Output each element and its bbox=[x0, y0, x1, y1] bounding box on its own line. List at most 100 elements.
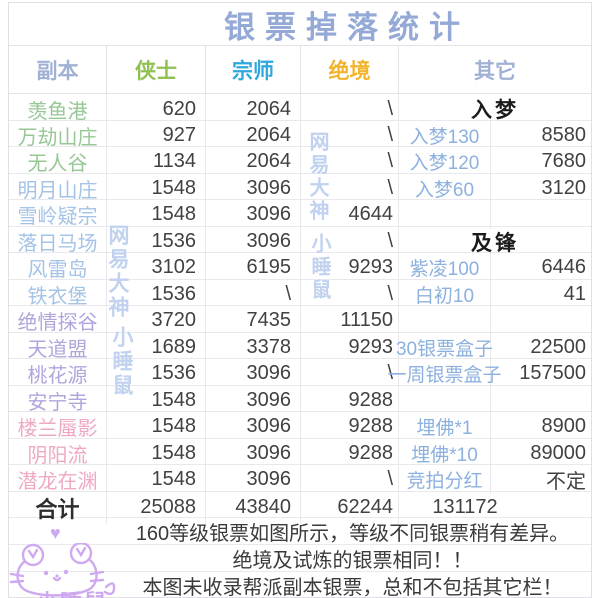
mascot-signature: 小睡鼠 bbox=[36, 585, 108, 598]
cell-other-value: 6446 bbox=[541, 256, 587, 278]
cell-xiashi-value: 1548 bbox=[107, 173, 206, 203]
cell-xiashi-value: 927 bbox=[107, 120, 206, 150]
cell-dungeon-name: 羡鱼港 bbox=[9, 94, 107, 124]
cell-other-value: 7680 bbox=[541, 150, 587, 172]
cell-other-value: 89000 bbox=[530, 441, 586, 464]
cell-other-value bbox=[491, 386, 591, 415]
table-row: 楼兰蜃影 1548 3096 9288 埋佛*1 8900 bbox=[9, 412, 591, 441]
cell-juejing-value: 9288 bbox=[301, 385, 399, 415]
cell-juejing-value: \ bbox=[301, 226, 399, 257]
cell-dungeon-name: 风雷岛 bbox=[9, 253, 107, 282]
note-line-3: 本图未收录帮派副本银票，总和不包括其它栏！ bbox=[142, 577, 563, 598]
cell-zongshi-value: 3096 bbox=[206, 465, 301, 494]
cell-dungeon-name: 合计 bbox=[9, 491, 107, 524]
cell-dungeon-name: 万劫山庄 bbox=[9, 120, 107, 150]
cell-xiashi-value: 1548 bbox=[107, 438, 206, 468]
cell-other-label: 埋佛*10 bbox=[399, 438, 491, 468]
cell-juejing-value: 62244 bbox=[301, 491, 399, 524]
cell-zongshi-value: 2064 bbox=[206, 94, 301, 124]
hamster-doodle-icon bbox=[9, 543, 116, 597]
cell-other-label bbox=[399, 385, 491, 415]
cell-xiashi-value: 3720 bbox=[107, 306, 206, 335]
cell-xiashi-value: 1536 bbox=[107, 359, 206, 388]
cell-xiashi-value: 1548 bbox=[107, 385, 206, 415]
cell-dungeon-name: 落日马场 bbox=[9, 226, 107, 257]
cell-other-value: 3120 bbox=[541, 176, 587, 199]
cell-other-value: 157500 bbox=[519, 362, 586, 384]
cell-other-label bbox=[399, 200, 491, 229]
cell-juejing-value: 9293 bbox=[301, 332, 399, 362]
table-row: 天道盟 1689 3378 9293 30银票盒子 22500 bbox=[9, 332, 591, 362]
cell-zongshi-value: 3096 bbox=[206, 173, 301, 203]
cell-juejing-value: 9288 bbox=[301, 438, 399, 468]
title-row: 银票掉落统计 bbox=[9, 3, 591, 46]
cell-zongshi-value: 3096 bbox=[206, 200, 301, 229]
stats-sheet: 银票掉落统计 副本 侠士 宗师 绝境 其它 羡鱼港 620 2064 \ 入梦 … bbox=[8, 2, 592, 598]
cell-other-label: 一周银票盒子 bbox=[388, 359, 502, 388]
cell-other-label: 入梦130 bbox=[399, 120, 491, 150]
cell-other-label: 紫凌100 bbox=[399, 253, 491, 282]
cell-xiashi-value: 620 bbox=[107, 94, 206, 124]
note-line-1: 160等级银票如图所示，等级不同银票稍有差异。 bbox=[9, 518, 591, 545]
cell-other-label: 30银票盒子 bbox=[396, 332, 493, 362]
cell-juejing-value: \ bbox=[301, 465, 399, 494]
table-row: 安宁寺 1548 3096 9288 bbox=[9, 385, 591, 415]
cell-other-label: 入梦120 bbox=[399, 147, 491, 176]
column-header-dungeon: 副本 bbox=[9, 46, 107, 93]
heart-icon: ♥ bbox=[50, 523, 61, 543]
note-line-2: 绝境及试炼的银票相同！！ bbox=[9, 545, 591, 572]
cell-juejing-value: 11150 bbox=[301, 306, 399, 335]
table-header: 副本 侠士 宗师 绝境 其它 bbox=[9, 46, 591, 94]
cell-juejing-value: \ bbox=[301, 94, 399, 124]
cell-dungeon-name: 桃花源 bbox=[9, 359, 107, 388]
cell-zongshi-value: 3096 bbox=[206, 385, 301, 415]
cell-other-label: 入梦60 bbox=[399, 173, 491, 203]
cell-xiashi-value: 1536 bbox=[107, 226, 206, 257]
cell-other-value: 8580 bbox=[541, 123, 587, 146]
cell-dungeon-name: 雪岭疑宗 bbox=[9, 200, 107, 229]
cell-other-label: 白初10 bbox=[399, 279, 491, 309]
table-row: 明月山庄 1548 3096 \ 入梦60 3120 bbox=[9, 173, 591, 203]
cell-other-label bbox=[399, 306, 491, 335]
cell-other-value bbox=[491, 306, 591, 335]
cell-zongshi-value: 3378 bbox=[206, 332, 301, 362]
table-row: 潜龙在渊 1548 3096 \ 竞拍分红 不定 bbox=[9, 465, 591, 494]
column-header-other: 其它 bbox=[474, 59, 516, 83]
cell-juejing-value: 4644 bbox=[301, 200, 399, 229]
column-header-xiashi: 侠士 bbox=[107, 46, 206, 93]
table-row: 风雷岛 3102 6195 9293 紫凌100 6446 bbox=[9, 253, 591, 282]
cell-juejing-value: \ bbox=[301, 359, 399, 388]
cell-other-value: 8900 bbox=[541, 415, 587, 437]
cell-dungeon-name: 铁衣堡 bbox=[9, 279, 107, 309]
cell-dungeon-name: 楼兰蜃影 bbox=[9, 412, 107, 441]
page-title: 银票掉落统计 bbox=[224, 9, 470, 45]
table-row: 雪岭疑宗 1548 3096 4644 bbox=[9, 200, 591, 229]
cell-zongshi-value: 2064 bbox=[206, 120, 301, 150]
cell-zongshi-value: 7435 bbox=[206, 306, 301, 335]
cell-other-value: 41 bbox=[563, 282, 586, 305]
cell-other-label: 竞拍分红 bbox=[399, 465, 491, 494]
cell-other-label: 及锋 bbox=[471, 231, 519, 255]
cell-dungeon-name: 阴阳流 bbox=[9, 438, 107, 468]
cell-other-value bbox=[491, 200, 591, 229]
cell-juejing-value: \ bbox=[301, 173, 399, 203]
column-header-zongshi: 宗师 bbox=[206, 46, 301, 93]
cell-zongshi-value: 3096 bbox=[206, 412, 301, 441]
cell-xiashi-value: 1548 bbox=[107, 465, 206, 494]
cell-xiashi-value: 1134 bbox=[107, 147, 206, 176]
cell-juejing-value: \ bbox=[301, 147, 399, 176]
cell-juejing-value: 9288 bbox=[301, 412, 399, 441]
cell-dungeon-name: 潜龙在渊 bbox=[9, 465, 107, 494]
table-body: 羡鱼港 620 2064 \ 入梦 万劫山庄 927 2064 \ 入梦130 … bbox=[9, 94, 591, 524]
table-row: 无人谷 1134 2064 \ 入梦120 7680 bbox=[9, 147, 591, 176]
cell-zongshi-value: 6195 bbox=[206, 253, 301, 282]
cell-other-label: 入梦 bbox=[471, 99, 519, 122]
cell-xiashi-value: 25088 bbox=[107, 491, 206, 524]
cell-zongshi-value: 2064 bbox=[206, 147, 301, 176]
table-row: 铁衣堡 1536 \ \ 白初10 41 bbox=[9, 279, 591, 309]
cell-xiashi-value: 3102 bbox=[107, 253, 206, 282]
cell-zongshi-value: 3096 bbox=[206, 438, 301, 468]
table-row: 绝情探谷 3720 7435 11150 bbox=[9, 306, 591, 335]
cell-juejing-value: 9293 bbox=[301, 253, 399, 282]
